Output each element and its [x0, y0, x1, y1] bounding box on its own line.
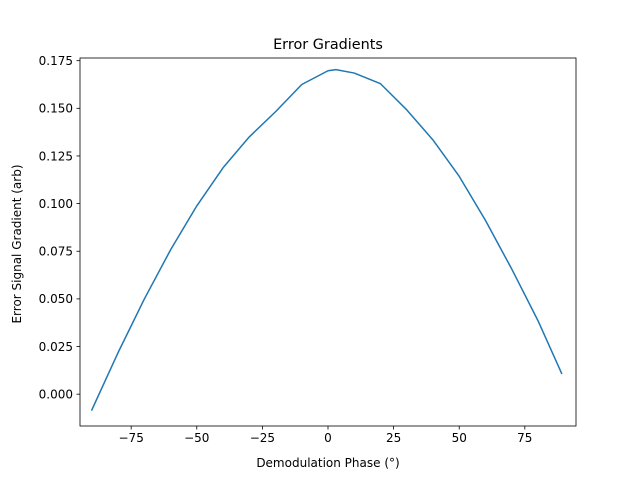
- x-tick-label: −25: [250, 431, 275, 445]
- series-line-1: [90, 68, 563, 411]
- y-tick-label: 0.125: [39, 149, 73, 163]
- y-axis-label: Error Signal Gradient (arb): [10, 164, 24, 323]
- axes-layer: −75 −50 −25 0 25 50 75 0.000 0.025 0.050 0.075 0.10…: [39, 54, 577, 445]
- y-tick-label: 0.175: [39, 54, 73, 68]
- chart-title: Error Gradients: [273, 37, 383, 53]
- x-tick-label: 25: [386, 431, 401, 445]
- y-tick-label: 0.150: [39, 102, 73, 116]
- x-axis-label: Demodulation Phase (°): [256, 456, 399, 470]
- y-tick-label: 0.100: [39, 197, 73, 211]
- x-tick-label: −50: [184, 431, 209, 445]
- x-tick-label: 75: [517, 431, 532, 445]
- x-tick-label: 50: [452, 431, 467, 445]
- y-tick-label: 0.050: [39, 292, 73, 306]
- y-tick-label: 0.000: [39, 387, 73, 401]
- y-tick-label: 0.025: [39, 340, 73, 354]
- plot-layer: [90, 68, 563, 411]
- x-tick-label: 0: [324, 431, 332, 445]
- y-tick-label: 0.075: [39, 245, 73, 259]
- x-tick-label: −75: [119, 431, 144, 445]
